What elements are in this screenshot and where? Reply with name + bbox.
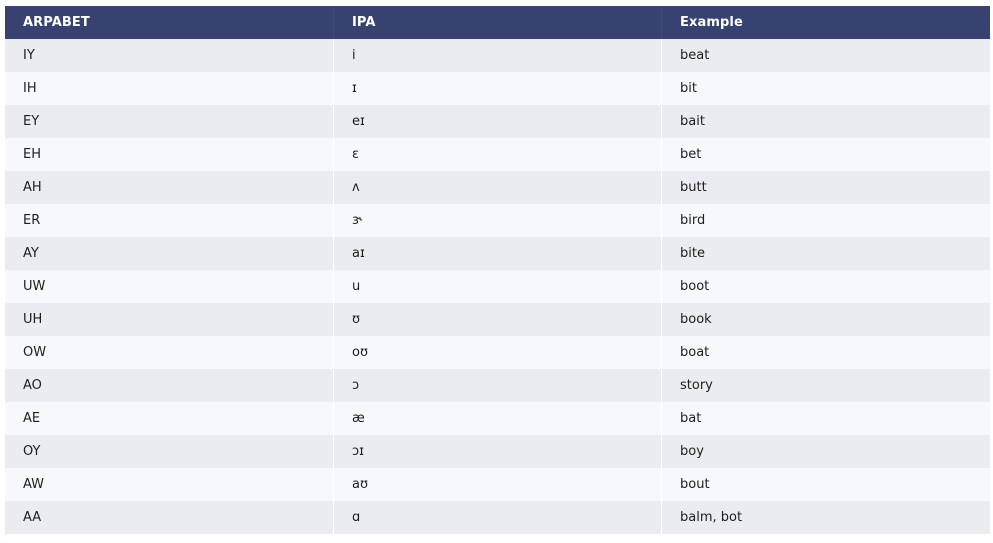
table-row: EY eɪ bait <box>5 105 990 138</box>
header-ipa: IPA <box>333 6 661 39</box>
cell-example: bat <box>661 402 990 435</box>
cell-ipa: aɪ <box>333 237 661 270</box>
cell-example: book <box>661 303 990 336</box>
cell-arpabet: AE <box>23 411 41 426</box>
table-row: AH ʌ butt <box>5 171 990 204</box>
table-row: OW oʊ boat <box>5 336 990 369</box>
table-row: AY aɪ bite <box>5 237 990 270</box>
cell-ipa: ɪ <box>333 72 661 105</box>
cell-example: boot <box>661 270 990 303</box>
cell-ipa: ʊ <box>333 303 661 336</box>
cell-ipa: eɪ <box>333 105 661 138</box>
header-row: ARPABET IPA Example <box>5 6 990 39</box>
table-row: AO ɔ story <box>5 369 990 402</box>
cell-arpabet: OY <box>23 444 41 459</box>
cell-ipa: i <box>333 39 661 72</box>
table-row: AA ɑ balm, bot <box>5 501 990 534</box>
cell-example: bet <box>661 138 990 171</box>
cell-arpabet: EY <box>23 114 40 129</box>
table-row: AE æ bat <box>5 402 990 435</box>
cell-ipa: æ <box>333 402 661 435</box>
header-arpabet: ARPABET <box>23 15 90 30</box>
cell-arpabet: UH <box>23 312 43 327</box>
table-row: UH ʊ book <box>5 303 990 336</box>
cell-ipa: ɝ <box>333 204 661 237</box>
cell-ipa: ɔ <box>333 369 661 402</box>
cell-arpabet: OW <box>23 345 47 360</box>
cell-ipa: oʊ <box>333 336 661 369</box>
table-row: IY i beat <box>5 39 990 72</box>
table-row: OY ɔɪ boy <box>5 435 990 468</box>
cell-example: boat <box>661 336 990 369</box>
cell-example: bait <box>661 105 990 138</box>
cell-example: bite <box>661 237 990 270</box>
cell-example: bit <box>661 72 990 105</box>
arpabet-ipa-table-container: ARPABET IPA Example IY i beat IH ɪ bit E… <box>5 6 990 534</box>
cell-example: bird <box>661 204 990 237</box>
cell-example: boy <box>661 435 990 468</box>
table-header: ARPABET IPA Example <box>5 6 990 39</box>
cell-ipa: ɛ <box>333 138 661 171</box>
cell-example: beat <box>661 39 990 72</box>
cell-arpabet: ER <box>23 213 41 228</box>
cell-example: butt <box>661 171 990 204</box>
cell-arpabet: IH <box>23 81 37 96</box>
cell-arpabet: IY <box>23 48 35 63</box>
table-row: EH ɛ bet <box>5 138 990 171</box>
cell-ipa: aʊ <box>333 468 661 501</box>
table-row: AW aʊ bout <box>5 468 990 501</box>
header-example: Example <box>661 6 990 39</box>
cell-arpabet: EH <box>23 147 41 162</box>
cell-example: bout <box>661 468 990 501</box>
cell-ipa: ɑ <box>333 501 661 534</box>
cell-arpabet: AO <box>23 378 42 393</box>
table-row: ER ɝ bird <box>5 204 990 237</box>
cell-ipa: u <box>333 270 661 303</box>
cell-example: balm, bot <box>661 501 990 534</box>
cell-arpabet: AH <box>23 180 42 195</box>
cell-ipa: ɔɪ <box>333 435 661 468</box>
cell-ipa: ʌ <box>333 171 661 204</box>
cell-arpabet: AY <box>23 246 39 261</box>
table-row: IH ɪ bit <box>5 72 990 105</box>
cell-arpabet: AA <box>23 510 42 525</box>
table-body: IY i beat IH ɪ bit EY eɪ bait EH ɛ bet A… <box>5 39 990 534</box>
arpabet-ipa-table: ARPABET IPA Example IY i beat IH ɪ bit E… <box>5 6 990 534</box>
cell-arpabet: UW <box>23 279 46 294</box>
cell-example: story <box>661 369 990 402</box>
cell-arpabet: AW <box>23 477 45 492</box>
table-row: UW u boot <box>5 270 990 303</box>
